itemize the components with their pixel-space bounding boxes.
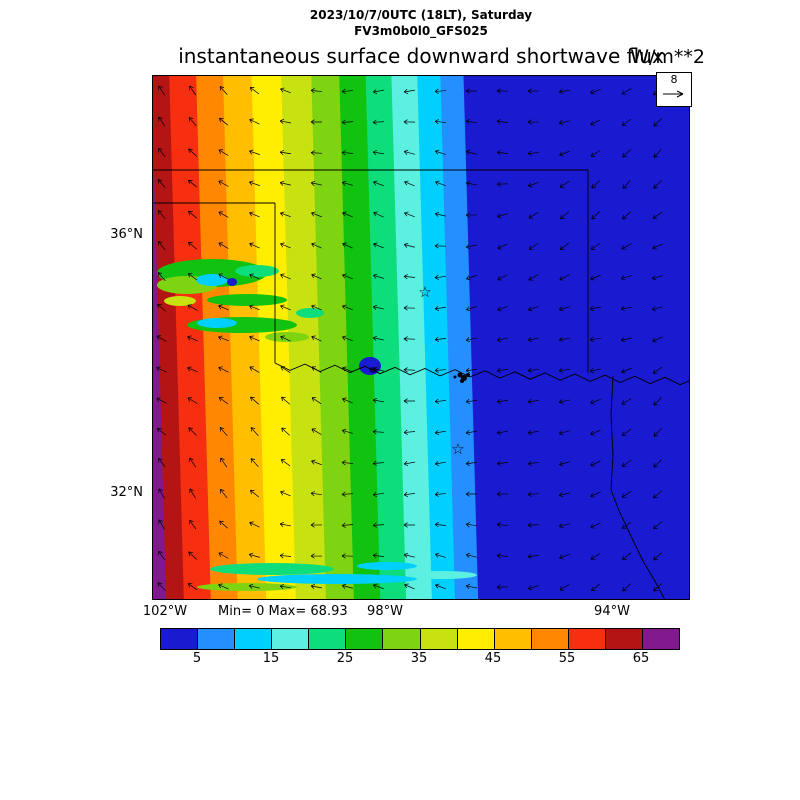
colorbar-cell xyxy=(457,629,495,649)
units-label: W/m**2 xyxy=(630,46,705,68)
colorbar-cell xyxy=(235,629,273,649)
colorbar-cell xyxy=(494,629,532,649)
model-header: FV3m0b0l0_GFS025 xyxy=(354,24,488,38)
colorbar xyxy=(160,628,680,650)
colorbar-tick-label: 55 xyxy=(558,651,576,666)
flux-color-bands xyxy=(152,75,690,600)
lat-label-32n: 32°N xyxy=(110,485,143,500)
wind-vector-arrows xyxy=(156,85,663,592)
black-dot-cluster xyxy=(453,372,470,383)
colorbar-cell xyxy=(346,629,384,649)
colorbar-cell xyxy=(605,629,644,649)
map-svg: ☆☆ xyxy=(152,75,690,600)
colorbar-tick-label: 5 xyxy=(192,651,202,666)
wind-reference-legend: 8 xyxy=(656,72,692,107)
colorbar-cell xyxy=(272,629,310,649)
colorbar-tick-label: 35 xyxy=(410,651,428,666)
datetime-header: 2023/10/7/0UTC (18LT), Saturday xyxy=(309,8,533,22)
city-star-marker: ☆ xyxy=(451,440,464,458)
plot-frame xyxy=(152,75,690,600)
cloud-patches xyxy=(157,259,477,591)
colorbar-cell xyxy=(161,629,199,649)
state-borders xyxy=(152,169,690,600)
map-plot: ☆ ☆ xyxy=(152,75,690,600)
lon-label-94w: 94°W xyxy=(594,604,630,619)
colorbar-tick-label: 65 xyxy=(632,651,650,666)
colorbar-tick-label: 45 xyxy=(484,651,502,666)
min-max-label: Min= 0 Max= 68.93 xyxy=(218,604,348,619)
colorbar-cell xyxy=(643,629,680,649)
lon-label-98w: 98°W xyxy=(367,604,403,619)
colorbar-cell xyxy=(309,629,347,649)
plot-title: instantaneous surface downward shortwave… xyxy=(178,44,664,68)
colorbar-cell xyxy=(198,629,236,649)
colorbar-tick-label: 25 xyxy=(336,651,354,666)
city-star-marker: ☆ xyxy=(418,283,431,301)
lat-label-36n: 36°N xyxy=(110,227,143,242)
colorbar-cell xyxy=(531,629,569,649)
colorbar-cell xyxy=(568,629,606,649)
colorbar-cell xyxy=(383,629,421,649)
wind-reference-value: 8 xyxy=(670,73,678,86)
colorbar-cell xyxy=(420,629,458,649)
lon-label-102w: 102°W xyxy=(142,604,188,619)
colorbar-ticks: 5 15 25 35 45 55 65 xyxy=(160,651,678,667)
wind-reference-arrow-icon xyxy=(663,90,684,98)
colorbar-tick-label: 15 xyxy=(262,651,280,666)
